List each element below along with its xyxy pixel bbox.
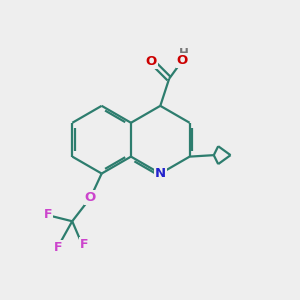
Text: O: O bbox=[146, 55, 157, 68]
Text: O: O bbox=[177, 54, 188, 67]
Text: H: H bbox=[179, 46, 189, 60]
Text: F: F bbox=[44, 208, 52, 221]
Text: F: F bbox=[54, 241, 63, 254]
Text: N: N bbox=[155, 167, 166, 180]
Text: F: F bbox=[80, 238, 88, 251]
Text: O: O bbox=[85, 191, 96, 204]
